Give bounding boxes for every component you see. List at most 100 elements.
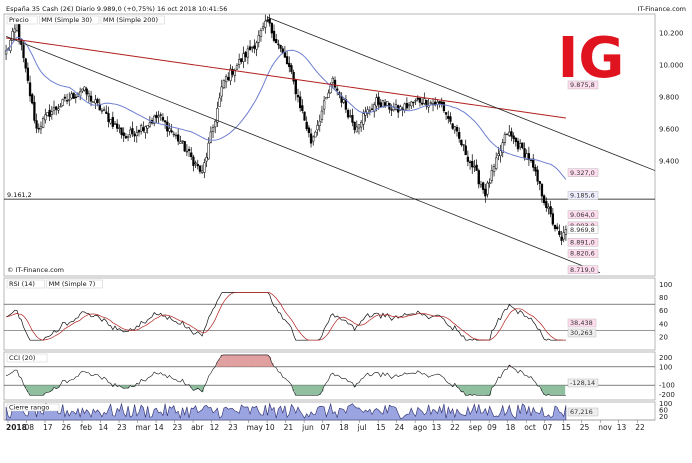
x-tick-label: 14 <box>154 423 164 432</box>
candle-body <box>63 96 67 99</box>
cci-neg-fill <box>316 385 320 396</box>
candle-body <box>447 115 450 119</box>
candle-body <box>105 111 108 114</box>
candle-body <box>70 93 73 99</box>
candle-body <box>353 121 356 130</box>
candle-body <box>464 145 467 156</box>
candle-body <box>74 96 77 99</box>
candle-body <box>4 50 8 55</box>
trend-lower-line <box>5 35 601 274</box>
cci-neg-fill <box>543 385 546 395</box>
x-tick-label: oct <box>524 423 536 432</box>
candle-body <box>87 93 91 97</box>
x-tick-label: nov <box>598 423 612 432</box>
cci-neg-fill <box>312 385 315 396</box>
range-area <box>5 402 567 421</box>
candle-body <box>283 52 287 58</box>
candle-body <box>257 35 260 43</box>
x-tick-label: ago <box>413 423 427 432</box>
range-y-tick: 60 <box>659 407 668 415</box>
candle-body <box>529 159 533 161</box>
cci-neg-fill <box>538 385 542 387</box>
price-label-box <box>567 265 599 274</box>
price-y-tick: 10.000 <box>659 62 684 70</box>
candle-body <box>462 144 465 146</box>
candle-body <box>294 79 297 95</box>
legend-box <box>6 15 38 25</box>
cci-neg-fill <box>466 385 470 396</box>
candle-body <box>33 102 36 121</box>
candle-body <box>342 99 345 103</box>
cci-neg-fill <box>26 385 30 393</box>
candle-body <box>510 131 513 137</box>
x-tick-label: 26 <box>62 423 72 432</box>
x-tick-label: jun <box>301 423 314 432</box>
candle-body <box>113 122 117 125</box>
candle-body <box>68 99 71 101</box>
candle-body <box>179 141 182 144</box>
candle-body <box>222 80 226 89</box>
candle-body <box>190 152 193 157</box>
cci-pos-fill <box>235 354 239 367</box>
price-y-tick: 10.200 <box>659 30 684 38</box>
candle-body <box>240 58 243 62</box>
candle-body <box>96 98 99 104</box>
cci-pos-fill <box>249 354 252 367</box>
candle-body <box>244 51 247 58</box>
cci-neg-fill <box>458 385 461 389</box>
candle-body <box>124 136 128 139</box>
candle-body <box>242 53 245 62</box>
candle-body <box>440 101 443 105</box>
candle-body <box>207 142 210 160</box>
cci-pos-fill <box>270 362 274 367</box>
cci-neg-fill <box>44 385 47 394</box>
price-y-tick: 9.600 <box>659 126 679 134</box>
cci-neg-fill <box>473 385 476 395</box>
candle-body <box>362 113 365 125</box>
candle-body <box>399 106 402 111</box>
cci-pos-fill <box>268 356 272 367</box>
candle-body <box>407 104 411 107</box>
candle-body <box>196 164 199 167</box>
cci-pos-fill <box>255 354 259 367</box>
candle-body <box>161 117 165 121</box>
candle-body <box>205 157 208 162</box>
candle-body <box>333 79 337 88</box>
candle-body <box>275 39 278 44</box>
x-tick-label: 12 <box>210 423 220 432</box>
candle-body <box>98 103 101 111</box>
cci-neg-fill <box>37 385 41 396</box>
candle-body <box>72 92 75 99</box>
candle-body <box>357 124 361 129</box>
candle-body <box>512 135 515 139</box>
candle-body <box>549 206 552 215</box>
candle-body <box>181 140 184 142</box>
cci-pos-fill <box>229 354 232 367</box>
cci-pos-fill <box>222 354 226 367</box>
candle-body <box>484 188 487 197</box>
legend-item: Precio <box>9 16 29 24</box>
candle-body <box>57 108 60 111</box>
cci-neg-fill <box>462 385 466 392</box>
candle-body <box>501 142 504 153</box>
candle-body <box>534 167 537 172</box>
candle-body <box>126 136 130 139</box>
candle-body <box>264 20 267 28</box>
candle-body <box>556 226 559 230</box>
candle-body <box>259 30 263 37</box>
trend-upper-line <box>267 16 656 171</box>
candle-body <box>299 96 302 109</box>
rsi-y-tick: 80 <box>659 294 668 302</box>
x-tick-label: 07 <box>321 423 331 432</box>
cci-line <box>5 354 566 396</box>
candle-body <box>288 62 291 68</box>
candle-body <box>41 118 45 128</box>
candle-body <box>360 121 363 128</box>
candle-body <box>253 45 256 49</box>
candle-body <box>331 77 334 83</box>
candle-body <box>285 56 289 65</box>
legend-item: MM (Simple 30) <box>41 16 92 24</box>
cci-neg-fill <box>490 385 494 388</box>
cci-neg-fill <box>35 385 39 396</box>
x-tick-label: sep <box>469 423 483 432</box>
